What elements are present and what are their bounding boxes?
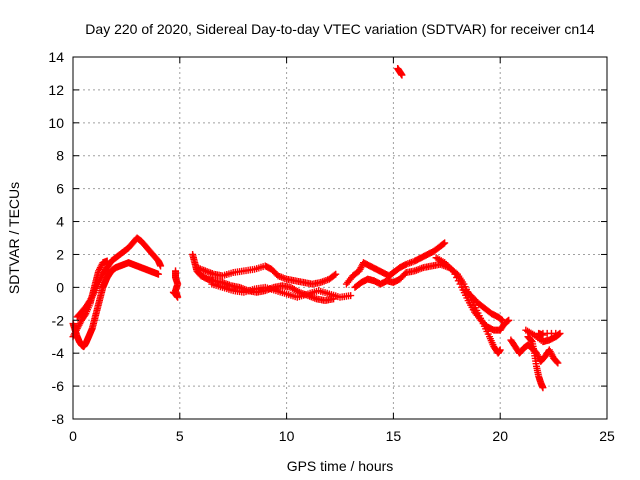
data-series <box>342 239 449 288</box>
plot-frame <box>72 56 608 420</box>
data-point <box>347 292 355 300</box>
y-tick-label: 14 <box>48 49 64 65</box>
y-tick-label: 6 <box>56 181 64 197</box>
x-tick-label: 20 <box>492 428 508 444</box>
data-marks <box>69 65 564 392</box>
data-series <box>169 267 182 301</box>
y-tick-label: -2 <box>52 312 65 328</box>
data-series <box>507 336 562 367</box>
x-tick-label: 5 <box>176 428 184 444</box>
data-series <box>208 280 355 301</box>
y-tick-label: 10 <box>48 115 64 131</box>
y-tick-label: -4 <box>52 345 65 361</box>
y-axis-label: SDTVAR / TECUs <box>6 182 22 294</box>
data-series <box>193 262 340 288</box>
data-point <box>554 359 562 367</box>
data-series <box>462 287 506 324</box>
y-tick-label: 0 <box>56 279 64 295</box>
y-tick-label: 12 <box>48 82 64 98</box>
data-series <box>189 250 338 305</box>
y-tick-label: 2 <box>56 246 64 262</box>
data-point <box>332 270 340 278</box>
data-point <box>330 271 338 279</box>
data-point <box>498 316 506 324</box>
data-series <box>524 333 547 392</box>
data-point <box>527 337 535 345</box>
data-point <box>496 346 504 354</box>
x-tick-label: 25 <box>599 428 615 444</box>
data-series <box>432 254 513 334</box>
data-point <box>539 331 547 339</box>
data-point <box>539 384 547 392</box>
y-tick-labels: -8 -6 -4 -2 0 2 4 6 8 10 12 14 <box>48 49 64 427</box>
data-series <box>69 257 111 341</box>
data-point <box>398 71 406 79</box>
data-series <box>522 326 564 346</box>
data-point <box>169 288 177 296</box>
chart-title: Day 220 of 2020, Sidereal Day-to-day VTE… <box>85 21 595 37</box>
y-tick-label: -8 <box>52 411 65 427</box>
data-point <box>505 316 513 324</box>
grid <box>73 57 607 419</box>
x-axis-label: GPS time / hours <box>287 458 394 474</box>
data-point <box>154 270 162 278</box>
y-tick-label: 4 <box>56 214 64 230</box>
x-tick-label: 15 <box>386 428 402 444</box>
data-point <box>157 262 165 270</box>
x-tick-label: 10 <box>279 428 295 444</box>
axis-ticks <box>72 56 608 420</box>
data-point <box>553 358 561 366</box>
data-series <box>69 259 162 351</box>
x-tick-label: 0 <box>69 428 77 444</box>
y-tick-label: 8 <box>56 148 64 164</box>
data-point <box>103 257 111 265</box>
x-tick-labels: 0 5 10 15 20 25 <box>69 428 615 444</box>
y-tick-label: -6 <box>52 378 65 394</box>
data-point <box>441 239 449 247</box>
data-series <box>394 65 406 79</box>
